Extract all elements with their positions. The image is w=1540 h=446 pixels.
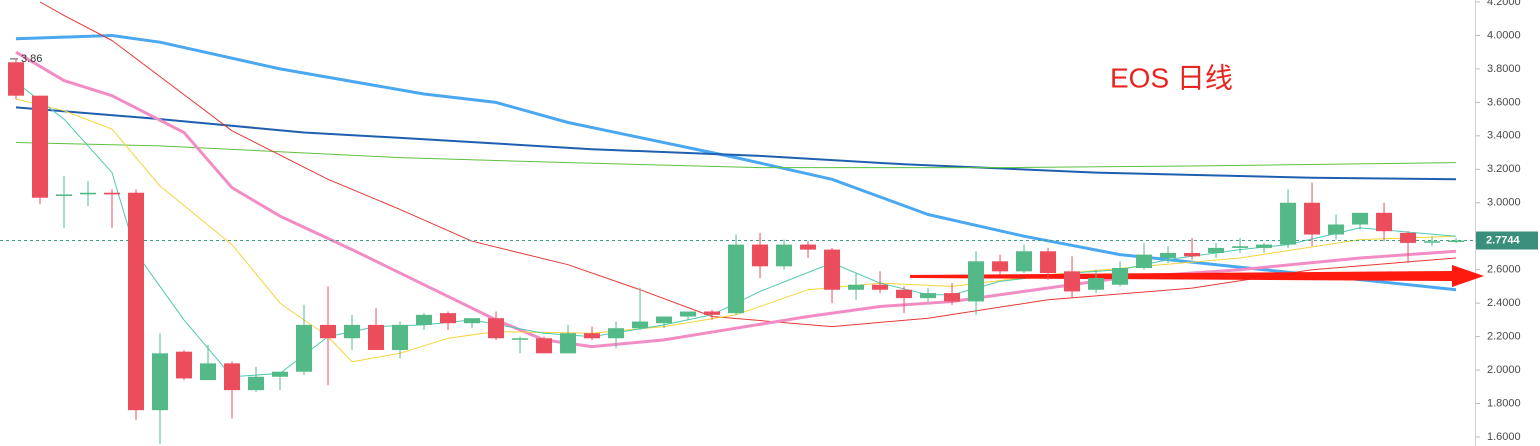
candle-body	[1304, 202, 1321, 235]
candle-body	[512, 338, 529, 340]
moving-average-line	[15, 98, 1457, 363]
candle-body	[1424, 241, 1441, 243]
candle-body	[1376, 212, 1393, 232]
candle-body	[560, 333, 577, 354]
candle-body	[728, 244, 745, 314]
candle-body	[32, 95, 49, 198]
candle-body	[1064, 271, 1081, 292]
candle-body	[1328, 224, 1345, 235]
candle-body	[200, 363, 217, 381]
candle-body	[584, 333, 601, 339]
candle-body	[656, 316, 673, 324]
trend-arrow	[910, 265, 1484, 287]
candle-body	[608, 328, 625, 339]
candle-body	[1448, 240, 1465, 242]
candle-body	[1040, 251, 1057, 274]
candle-body	[368, 324, 385, 350]
moving-average-line	[15, 106, 1457, 181]
moving-average-line	[15, 34, 1457, 292]
chart-title: EOS 日线	[1110, 62, 1233, 93]
candle-body	[152, 353, 169, 411]
candle-body	[1400, 232, 1417, 243]
candle-body	[680, 311, 697, 317]
candles: 3.86	[8, 53, 1465, 444]
y-tick-label: 2.6000	[1487, 264, 1521, 276]
moving-average-line	[15, 142, 1457, 169]
candle-body	[128, 192, 145, 411]
y-tick-label: 2.2000	[1487, 330, 1521, 342]
candle-body	[464, 318, 481, 324]
price-axis: 4.2000 4.0000 3.8000 3.6000 3.4000 3.2000 3.00…	[1475, 0, 1538, 443]
candle-body	[920, 293, 937, 299]
y-tick-label: 4.2000	[1487, 0, 1521, 8]
candle-body	[872, 284, 889, 290]
candle-body	[224, 363, 241, 391]
candle-body	[8, 62, 25, 96]
y-tick-label: 3.2000	[1487, 163, 1521, 175]
y-tick-label: 1.6000	[1487, 431, 1521, 443]
y-tick-label: 3.6000	[1487, 96, 1521, 108]
candle-body	[800, 244, 817, 250]
y-tick-label: 3.0000	[1487, 197, 1521, 209]
candle-body	[1352, 212, 1369, 225]
candle-body	[632, 321, 649, 329]
last-price-label: 2.7744	[1486, 234, 1521, 246]
y-tick-label: 3.8000	[1487, 63, 1521, 75]
candle-body	[1160, 252, 1177, 258]
candle-body	[416, 314, 433, 325]
candle-body	[320, 324, 337, 339]
candle-body	[1232, 246, 1249, 248]
moving-average-line	[15, 50, 1457, 349]
candle-body	[824, 249, 841, 290]
candle-body	[488, 318, 505, 339]
candle-body	[896, 289, 913, 299]
moving-averages	[0, 1, 1475, 378]
candle-body	[248, 376, 265, 391]
candle-body	[944, 293, 961, 302]
candle-body	[992, 261, 1009, 272]
candle-body	[1088, 278, 1105, 290]
candle-body	[1016, 251, 1033, 272]
candle-body	[968, 261, 985, 302]
candle-body	[1112, 268, 1129, 285]
candle-body	[1136, 254, 1153, 269]
y-tick-label: 2.0000	[1487, 364, 1521, 376]
y-tick-label: 1.8000	[1487, 397, 1521, 409]
candle-body	[536, 338, 553, 354]
y-tick-label: 2.4000	[1487, 297, 1521, 309]
candle-body	[1208, 247, 1225, 253]
candle-body	[1184, 252, 1201, 257]
candle-body	[1280, 202, 1297, 245]
candle-body	[296, 324, 313, 372]
last-price-tag	[1476, 231, 1538, 250]
candle-body	[752, 244, 769, 267]
candle-body	[1256, 244, 1273, 248]
candle-body	[440, 313, 457, 324]
candle-body	[80, 192, 97, 195]
candle-body	[848, 284, 865, 290]
moving-average-line	[39, 1, 1457, 328]
candle-body	[272, 371, 289, 377]
y-tick-label: 3.4000	[1487, 130, 1521, 142]
candle-body	[776, 244, 793, 267]
high-label: 3.86	[21, 53, 42, 65]
candle-body	[704, 311, 721, 315]
candle-body	[176, 351, 193, 379]
candle-body	[104, 192, 121, 195]
candle-body	[56, 194, 73, 197]
y-tick-label: 4.0000	[1487, 29, 1521, 41]
candle-body	[344, 324, 361, 339]
candle-body	[392, 324, 409, 350]
